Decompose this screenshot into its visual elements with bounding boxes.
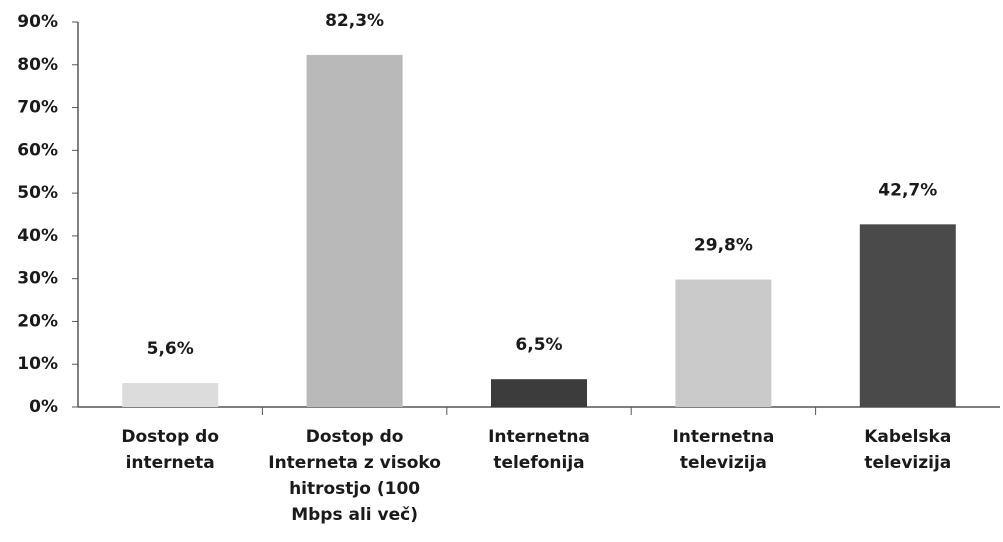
y-tick-label: 0% [29,397,58,417]
x-tick-label: Kabelska televizija [864,427,952,473]
y-tick-label: 60% [17,140,58,160]
bar [491,379,587,407]
bar [122,383,219,407]
y-tick-label: 50% [17,183,58,203]
bar [306,54,403,407]
y-tick-label: 20% [17,311,58,331]
x-tick-label: Dostop do Interneta z visoko hitrostjo (… [268,427,441,525]
y-tick-label: 80% [17,55,58,75]
y-tick-label: 30% [17,269,58,289]
x-tick-label: Internetna televizija [672,427,775,473]
bar [859,224,956,407]
data-label: 82,3% [325,11,384,31]
y-tick-label: 90% [17,12,58,32]
x-tick-label: Internetna telefonija [488,427,590,473]
y-tick-label: 40% [17,226,58,246]
data-label: 6,5% [515,335,562,355]
data-label: 29,8% [694,236,753,256]
bar [675,279,772,407]
y-tick-label: 10% [17,354,58,374]
y-tick-label: 70% [17,98,58,118]
data-label: 42,7% [878,180,937,200]
x-tick-label: Dostop do interneta [121,427,220,473]
data-label: 5,6% [147,339,194,359]
